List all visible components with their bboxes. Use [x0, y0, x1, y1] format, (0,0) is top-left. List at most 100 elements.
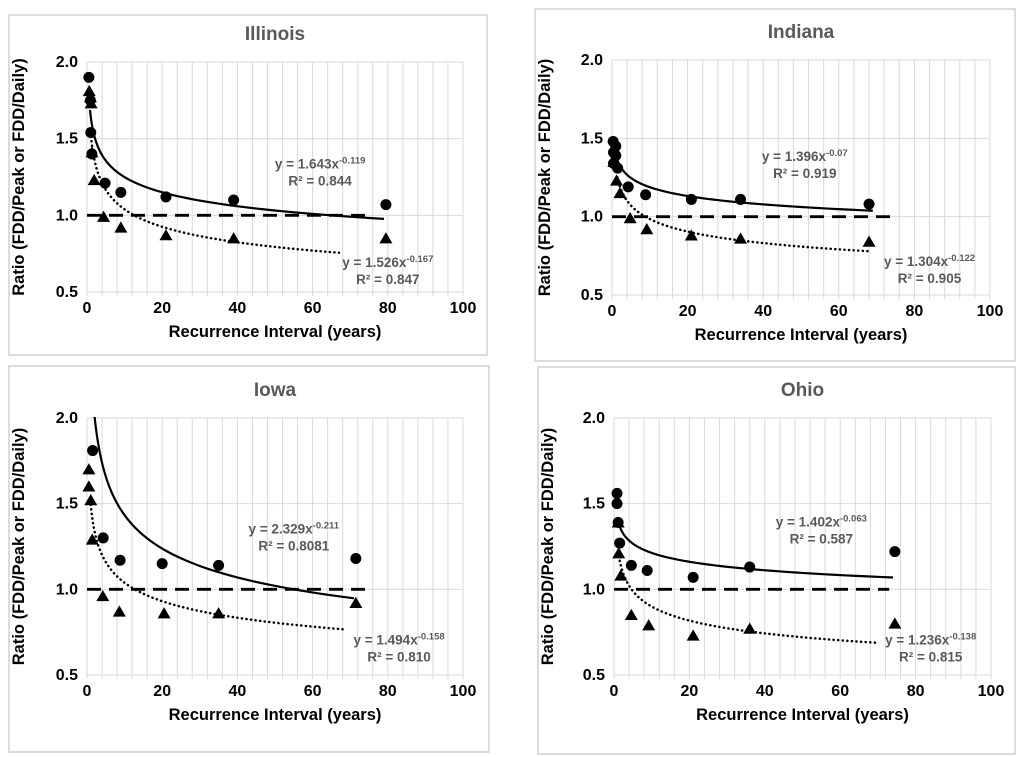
r-squared-text: R² = 0.847	[356, 272, 419, 287]
triangle-marker	[349, 596, 363, 609]
panel-border	[8, 14, 488, 356]
x-axis-ticks: 0 20 40 60 80 100	[610, 683, 1005, 700]
triangle-marker	[607, 155, 621, 167]
triangle-marker	[157, 607, 171, 619]
data-markers	[607, 135, 876, 247]
triangle-marker	[82, 463, 96, 475]
plot-area-frame	[611, 59, 991, 296]
circle-marker	[685, 193, 697, 205]
x-tick-label: 20	[153, 300, 171, 317]
triangle-marker	[612, 547, 626, 559]
triangle-marker	[84, 97, 98, 109]
circle-marker	[380, 199, 392, 211]
x-tick-label: 60	[831, 683, 849, 700]
y-tick-label: 1.0	[583, 581, 605, 598]
circle-marker	[641, 564, 653, 576]
equation-label: y = 2.329x-0.211 R² = 0.8081	[248, 520, 339, 553]
triangle-marker	[97, 210, 111, 222]
triangle-marker	[96, 589, 110, 602]
x-tick-label: 80	[906, 303, 924, 320]
plot-area-frame	[613, 417, 992, 676]
y-tick-label: 1.0	[56, 581, 78, 598]
circle-marker	[687, 571, 699, 583]
y-tick-label: 0.5	[581, 287, 603, 304]
equation-label: y = 1.304x-0.122 R² = 0.905	[884, 253, 975, 286]
x-axis-ticks: 0 20 40 60 80 100	[83, 683, 477, 700]
chart-panel-indiana: y = 1.396x-0.07 R² = 0.919 y = 1.304x-0.12…	[534, 8, 1016, 362]
y-tick-label: 1.5	[56, 496, 78, 513]
triangle-marker	[684, 229, 698, 241]
equation-label: y = 1.236x-0.138 R² = 0.815	[885, 632, 976, 665]
triangle-marker	[623, 212, 637, 224]
circle-marker	[889, 546, 901, 558]
x-tick-label: 0	[83, 300, 92, 317]
y-tick-label: 0.5	[56, 284, 78, 301]
triangle-marker	[85, 533, 99, 545]
chart-svg-iowa: y = 2.329x-0.211 R² = 0.8081 y = 1.494x-0.…	[8, 365, 490, 753]
equation-label: y = 1.526x-0.167 R² = 0.847	[342, 254, 433, 287]
circle-series-markers	[87, 445, 362, 571]
triangle-marker	[640, 223, 654, 235]
trend-equation-text: y = 2.329x-0.211	[248, 520, 339, 536]
x-axis-title: Recurrence Interval (years)	[695, 326, 908, 344]
chart-title: Iowa	[254, 380, 297, 401]
y-axis-title: Ratio (FDD/Peak or FDD/Daily)	[539, 428, 557, 665]
circle-marker	[97, 532, 109, 544]
x-axis-ticks: 0 20 40 60 80 100	[608, 303, 1004, 320]
r-squared-text: R² = 0.919	[773, 166, 836, 181]
trend-equation-text: y = 1.396x-0.07	[762, 148, 848, 164]
circle-marker	[640, 189, 652, 201]
triangle-marker	[112, 605, 126, 617]
y-tick-label: 2.0	[56, 410, 78, 427]
y-axis-title: Ratio (FDD/Peak or FDD/Daily)	[536, 59, 554, 296]
x-tick-label: 40	[229, 300, 247, 317]
triangle-series-markers	[611, 516, 902, 641]
equation-label: y = 1.643x-0.119 R² = 0.844	[275, 156, 366, 189]
triangle-marker	[642, 619, 656, 631]
circle-marker	[87, 445, 99, 457]
x-tick-label: 60	[830, 303, 848, 320]
y-tick-label: 1.5	[583, 496, 605, 513]
triangle-marker	[862, 235, 876, 247]
trend-equation-text: y = 1.643x-0.119	[275, 156, 366, 172]
x-tick-label: 60	[304, 683, 322, 700]
triangle-series-markers	[607, 155, 876, 247]
circle-marker	[83, 71, 95, 83]
triangle-marker	[159, 229, 173, 241]
trend-lines	[89, 417, 355, 631]
chart-svg-indiana: y = 1.396x-0.07 R² = 0.919 y = 1.304x-0.12…	[534, 8, 1016, 362]
y-axis-title: Ratio (FDD/Peak or FDD/Daily)	[10, 58, 28, 295]
triangle-marker	[743, 622, 757, 634]
y-tick-label: 0.5	[583, 667, 605, 684]
y-axis-ticks: 0.5 1.0 1.5 2.0	[581, 52, 603, 304]
y-tick-label: 0.5	[56, 667, 78, 684]
y-tick-label: 2.0	[56, 54, 78, 71]
triangle-series-markers	[82, 84, 393, 244]
triangle-marker	[84, 494, 98, 506]
chart-title: Indiana	[768, 22, 835, 43]
triangle-marker	[888, 617, 902, 629]
r-squared-text: R² = 0.844	[288, 174, 352, 189]
circle-marker	[99, 177, 111, 189]
data-markers	[82, 445, 363, 619]
circle-marker	[114, 554, 126, 566]
y-axis-ticks: 0.5 1.0 1.5 2.0	[583, 410, 605, 684]
x-tick-label: 80	[379, 300, 397, 317]
trend-equation-text: y = 1.526x-0.167	[342, 254, 433, 270]
x-tick-label: 20	[679, 303, 697, 320]
data-markers	[611, 487, 902, 641]
circle-marker	[611, 498, 623, 510]
equation-label: y = 1.396x-0.07 R² = 0.919	[762, 148, 848, 181]
plot-area-frame	[86, 61, 464, 293]
triangle-marker	[82, 84, 96, 97]
triangle-marker	[624, 608, 638, 621]
y-tick-label: 2.0	[581, 52, 603, 69]
x-tick-label: 20	[681, 683, 699, 700]
r-squared-text: R² = 0.8081	[258, 538, 329, 553]
circle-marker	[744, 561, 756, 573]
equation-label: y = 1.494x-0.158 R² = 0.810	[354, 632, 445, 665]
y-tick-label: 1.5	[56, 131, 78, 148]
x-tick-label: 0	[608, 303, 617, 320]
trend-equation-text: y = 1.402x-0.063	[776, 514, 867, 530]
